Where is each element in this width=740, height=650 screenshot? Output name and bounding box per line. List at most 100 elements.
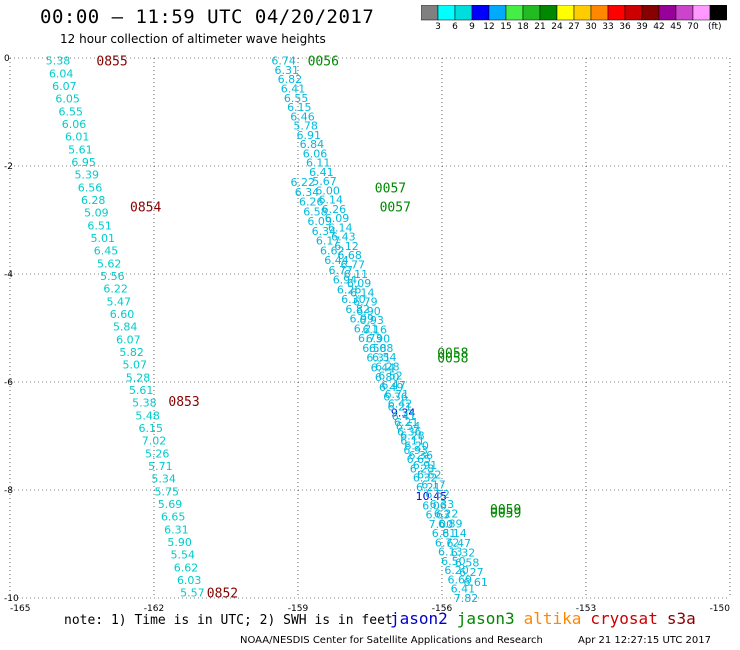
- wave-height-point: 6.20: [444, 564, 469, 577]
- wave-height-point: 10.45: [416, 490, 448, 503]
- colorbar-tick-label: 27: [568, 22, 580, 32]
- wave-height-point: 6.22: [103, 283, 128, 296]
- wave-height-point: 6.58: [455, 556, 480, 569]
- wave-height-point: 5.34: [151, 473, 176, 486]
- wave-height-point: 6.07: [116, 333, 141, 346]
- colorbar-tick-label: 6: [452, 22, 458, 32]
- wave-height-point: 5.57: [180, 587, 205, 600]
- wave-height-point: 6.89: [438, 517, 463, 530]
- colorbar-tick-label: 3: [435, 22, 441, 32]
- wave-height-point: 6.52: [378, 370, 403, 383]
- wave-height-point: 6.03: [177, 574, 202, 587]
- wave-height-point: 6.15: [139, 422, 164, 435]
- wave-height-point: 6.65: [161, 511, 186, 524]
- wave-height-point: 9.34: [391, 407, 416, 420]
- wave-height-point: 6.31: [274, 64, 299, 77]
- wave-height-point: 5.61: [129, 384, 154, 397]
- legend-entry: jason3: [456, 609, 515, 628]
- wave-height-point: 6.09: [307, 215, 332, 228]
- wave-height-point: 5.71: [148, 460, 173, 473]
- wave-height-point: 6.04: [49, 67, 74, 80]
- wave-height-point: 6.14: [319, 194, 344, 207]
- colorbar-swatch: [709, 5, 727, 21]
- wave-height-point: 5.38: [46, 55, 71, 68]
- wave-height-point: 5.01: [91, 232, 116, 245]
- colorbar-tick-label: 70: [687, 22, 699, 32]
- wave-height-point: 5.07: [123, 359, 148, 372]
- wave-height-point: 6.11: [400, 435, 425, 448]
- wave-height-point: 6.01: [65, 131, 90, 144]
- wave-height-point: 6.90: [356, 305, 381, 318]
- wave-height-point: 6.33: [430, 498, 455, 511]
- wave-height-point: 6.80: [375, 371, 400, 384]
- wave-height-point: 6.84: [300, 138, 325, 151]
- pass-time-label: 0057: [375, 182, 406, 197]
- wave-height-point: 6.62: [174, 561, 199, 574]
- wave-height-point: 5.62: [97, 257, 122, 270]
- wave-height-point: 6.68: [337, 249, 362, 262]
- pass-time-label: 0057: [380, 201, 411, 216]
- wave-height-point: 6.31: [164, 523, 189, 536]
- colorbar: [421, 5, 727, 21]
- wave-height-point: 6.09: [347, 277, 372, 290]
- wave-height-point: 6.42: [388, 397, 413, 410]
- wave-height-point: 6.60: [110, 308, 135, 321]
- wave-height-point: 5.38: [132, 397, 157, 410]
- wave-height-point: 6.69: [447, 573, 472, 586]
- y-tick-label: -8: [4, 486, 13, 496]
- wave-height-point: 5.67: [312, 175, 337, 188]
- wave-height-point: 6.74: [271, 55, 296, 68]
- wave-height-point: 6.26: [299, 196, 324, 209]
- wave-height-point: 6.08: [369, 342, 394, 355]
- wave-height-point: 5.47: [107, 295, 132, 308]
- y-tick-label: -4: [4, 270, 13, 280]
- colorbar-tick-label: 39: [636, 22, 648, 32]
- colorbar-tick-label: 33: [602, 22, 614, 32]
- wave-height-point: 6.95: [71, 156, 96, 169]
- wave-height-point: 6.32: [451, 547, 476, 560]
- wave-height-point: 6.36: [397, 425, 422, 438]
- colorbar-tick-label: 45: [670, 22, 682, 32]
- wave-height-point: 6.21: [416, 481, 441, 494]
- wave-height-point: 6.81: [432, 527, 457, 540]
- y-tick-label: 0: [4, 54, 10, 64]
- wave-height-point: 6.93: [359, 314, 384, 327]
- wave-height-point: 6.43: [331, 231, 356, 244]
- wave-height-point: 6.13: [438, 546, 463, 559]
- wave-height-point: 6.45: [94, 245, 119, 258]
- colorbar-tick-label: 15: [500, 22, 512, 32]
- wave-height-point: 5.90: [167, 536, 192, 549]
- wave-height-point: 6.14: [350, 286, 375, 299]
- wave-height-point: 6.77: [341, 259, 366, 272]
- wave-height-point: 5.78: [293, 120, 318, 133]
- wave-height-point: 5.61: [68, 143, 93, 156]
- wave-height-point: 6.32: [413, 472, 438, 485]
- wave-height-point: 6.27: [459, 566, 484, 579]
- wave-height-point: 6.26: [322, 203, 347, 216]
- wave-height-point: 6.16: [363, 323, 388, 336]
- pass-time-label: 0058: [437, 352, 468, 367]
- wave-height-point: 6.26: [337, 283, 362, 296]
- wave-height-point: 6.44: [324, 254, 349, 267]
- wave-height-point: 5.75: [155, 485, 180, 498]
- y-tick-label: -10: [4, 594, 19, 604]
- colorbar-tick-label: 9: [469, 22, 475, 32]
- wave-height-point: 6.65: [407, 453, 432, 466]
- wave-height-point: 7.00: [429, 518, 454, 531]
- colorbar-unit: (ft): [708, 22, 722, 32]
- wave-height-point: 6.20: [404, 439, 429, 452]
- wave-height-point: 6.00: [315, 184, 340, 197]
- wave-height-point: 5.56: [100, 270, 125, 283]
- wave-height-point: 6.52: [425, 488, 450, 501]
- x-tick-label: -159: [288, 604, 309, 614]
- wave-height-point: 6.72: [435, 536, 460, 549]
- pass-time-label: 0855: [96, 55, 127, 70]
- wave-height-point: 6.41: [451, 583, 476, 596]
- wave-height-point: 6.99: [350, 313, 375, 326]
- wave-height-point: 6.55: [284, 92, 309, 105]
- wave-height-point: 5.39: [75, 169, 100, 182]
- footnote: note: 1) Time is in UTC; 2) SWH is in fe…: [64, 613, 393, 628]
- chart-title: 00:00 – 11:59 UTC 04/20/2017: [40, 6, 375, 28]
- wave-height-point: 6.55: [59, 105, 84, 118]
- wave-height-point: 6.36: [409, 449, 434, 462]
